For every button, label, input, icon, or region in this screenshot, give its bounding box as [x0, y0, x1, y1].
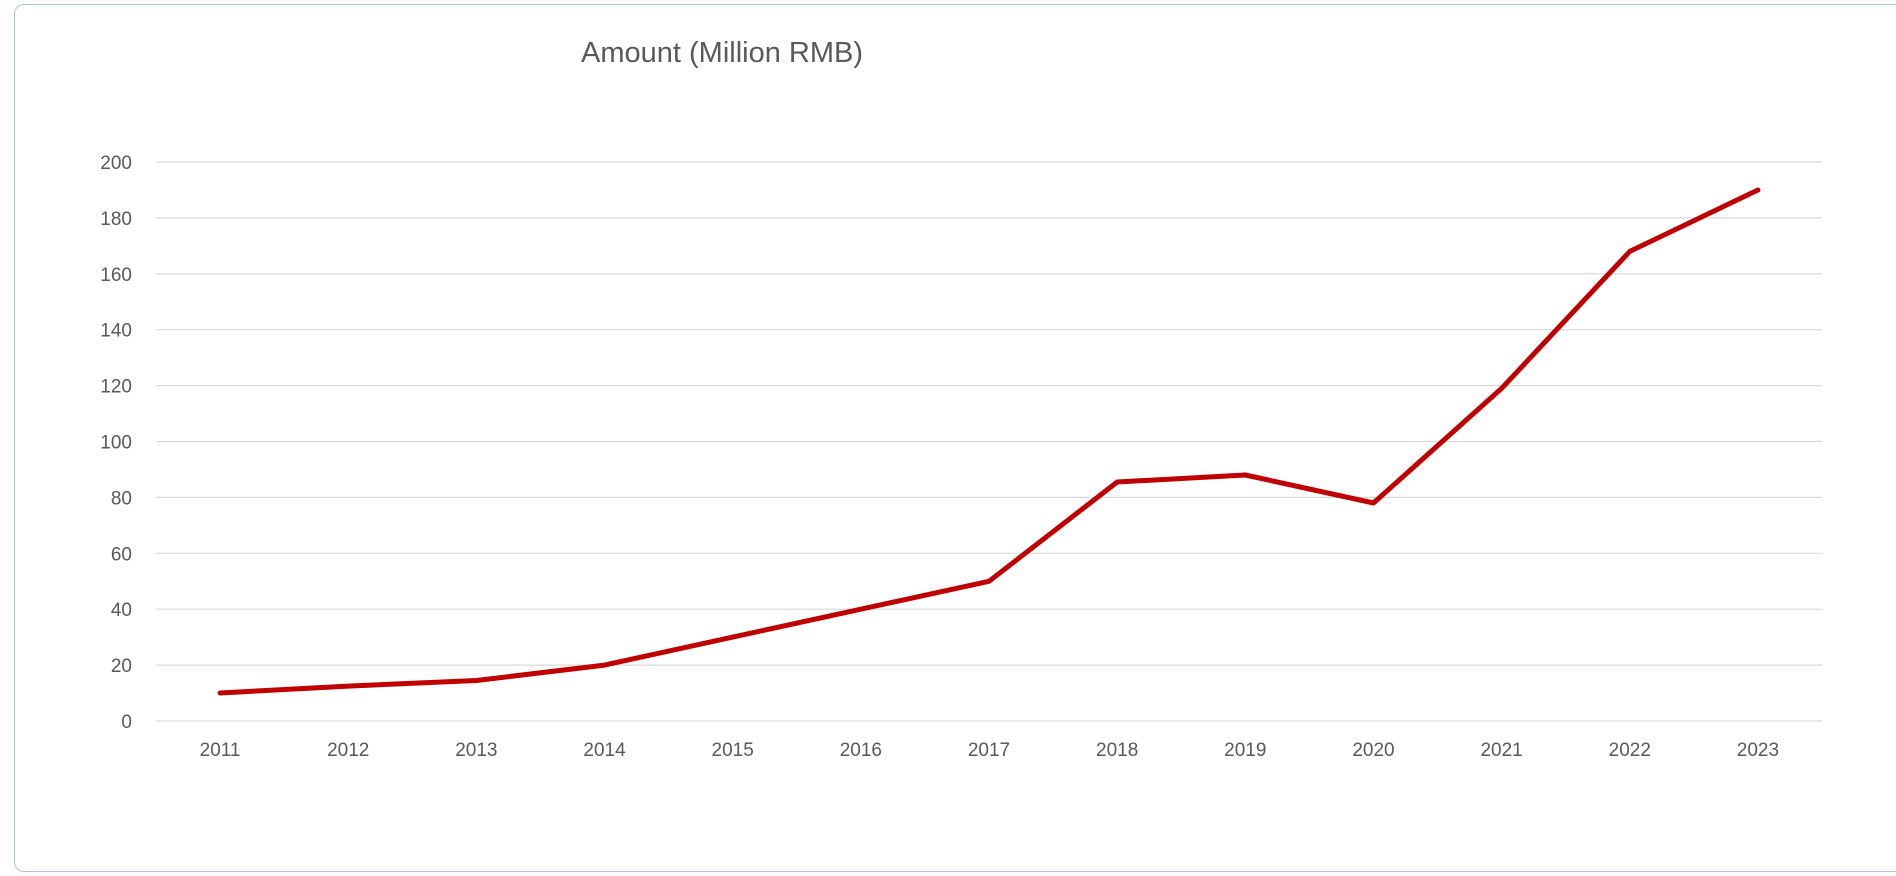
chart-title: Amount (Million RMB) — [581, 37, 863, 69]
y-tick-label: 120 — [100, 377, 132, 398]
y-tick-label: 140 — [100, 321, 132, 342]
x-tick-label: 2022 — [1609, 740, 1651, 761]
x-tick-label: 2016 — [840, 740, 882, 761]
x-axis-ticks: 2011 2012 2013 2014 2015 2016 2017 2018 2019 2020… — [200, 740, 1779, 761]
series-line-0 — [217, 187, 1761, 696]
y-tick-label: 40 — [111, 600, 132, 621]
x-tick-label: 2019 — [1224, 740, 1266, 761]
y-tick-label: 80 — [111, 488, 132, 509]
x-tick-label: 2012 — [327, 740, 369, 761]
y-tick-label: 200 — [100, 153, 132, 174]
x-tick-label: 2018 — [1096, 740, 1138, 761]
x-tick-label: 2015 — [712, 740, 754, 761]
y-tick-label: 160 — [100, 265, 132, 286]
series-group — [217, 187, 1761, 696]
x-tick-label: 2021 — [1480, 740, 1522, 761]
chart-frame — [14, 4, 1896, 872]
x-tick-label: 2017 — [968, 740, 1010, 761]
x-tick-label: 2023 — [1737, 740, 1779, 761]
y-axis-ticks: 0 20 40 60 80 100 120 140 160 180 200 — [100, 153, 132, 733]
x-tick-label: 2014 — [583, 740, 626, 761]
y-tick-label: 60 — [111, 544, 132, 565]
y-tick-label: 0 — [121, 712, 132, 733]
y-tick-label: 180 — [100, 209, 132, 230]
y-tick-label: 20 — [111, 656, 132, 677]
gridlines — [156, 161, 1822, 722]
x-tick-label: 2011 — [200, 740, 241, 761]
x-tick-label: 2020 — [1352, 740, 1394, 761]
y-tick-label: 100 — [100, 433, 132, 454]
x-tick-label: 2013 — [455, 740, 497, 761]
